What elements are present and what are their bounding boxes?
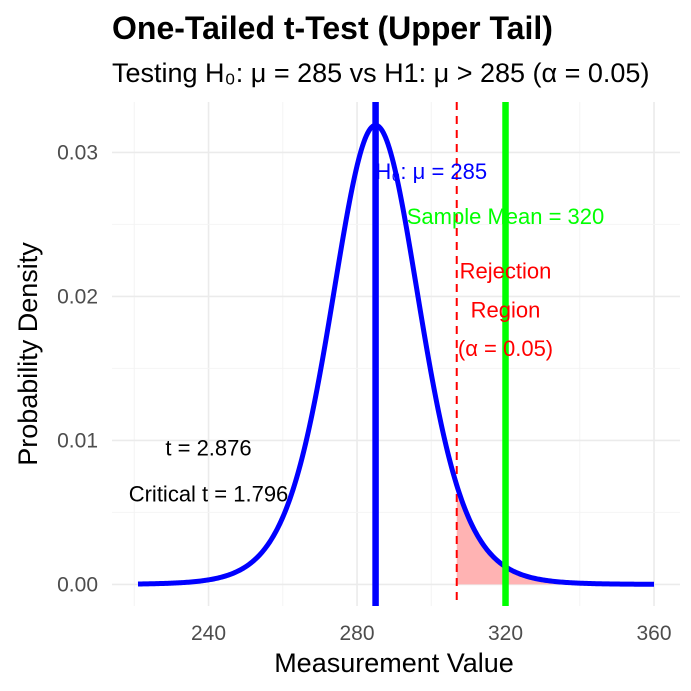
x-axis-title: Measurement Value (274, 648, 514, 678)
tick-labels: 240 280 320 360 0.00 0.01 0.02 0.03 (57, 141, 671, 645)
rejection-label-line3: (α = 0.05) (458, 336, 553, 361)
y-tick-label: 0.00 (57, 573, 98, 596)
rejection-region-area (456, 485, 655, 585)
density-curve (136, 122, 656, 587)
annotations: H₀: μ = 285 Sample Mean = 320 Rejection Reg… (129, 159, 605, 507)
rejection-label-line1: Rejection (460, 258, 552, 283)
y-tick-label: 0.02 (57, 285, 98, 308)
critical-t-label: Critical t = 1.796 (129, 482, 289, 507)
rejection-label-line2: Region (471, 297, 541, 322)
chart-subtitle: Testing H₀: μ = 285 vs H1: μ > 285 (α = … (112, 58, 649, 88)
plot-marks (136, 102, 656, 606)
x-tick-label: 240 (191, 622, 226, 645)
y-tick-label: 0.01 (57, 429, 98, 452)
y-axis-title: Probability Density (13, 242, 43, 466)
t-statistic-label: t = 2.876 (165, 436, 251, 461)
x-tick-label: 280 (339, 622, 374, 645)
sample-mean-label: Sample Mean = 320 (407, 204, 605, 229)
chart-title: One-Tailed t-Test (Upper Tail) (112, 10, 553, 46)
x-tick-label: 320 (488, 622, 523, 645)
x-tick-label: 360 (636, 622, 671, 645)
y-tick-label: 0.03 (57, 141, 98, 164)
null-hypothesis-label: H₀: μ = 285 (375, 159, 487, 184)
